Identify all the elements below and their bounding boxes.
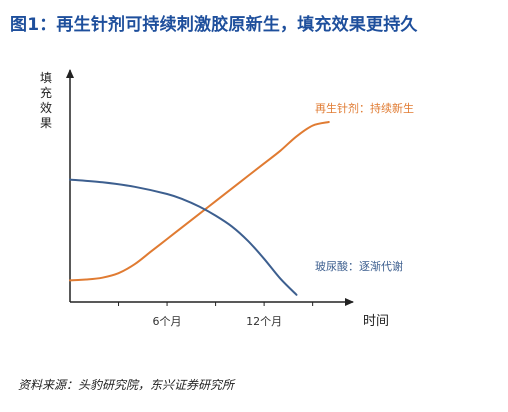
figure-title: 图1：再生针剂可持续刺激胶原新生，填充效果更持久 — [10, 15, 418, 35]
series-line-regeneration — [69, 121, 330, 282]
series-line-hyaluronic — [69, 178, 298, 296]
source-note: 资料来源：头豹研究院，东兴证券研究所 — [18, 378, 235, 392]
series-label-hyaluronic: 玻尿酸：逐渐代谢 — [315, 259, 403, 273]
x-tick-label: 6个月 — [153, 315, 182, 328]
y-axis-arrow — [66, 69, 74, 78]
x-axis-label: 时间 — [363, 314, 389, 329]
series-label-regeneration: 再生针剂：持续新生 — [315, 101, 414, 115]
x-tick-label: 12个月 — [246, 315, 282, 328]
x-axis-arrow — [345, 298, 354, 306]
y-axis-label: 填充效果 — [40, 71, 52, 130]
